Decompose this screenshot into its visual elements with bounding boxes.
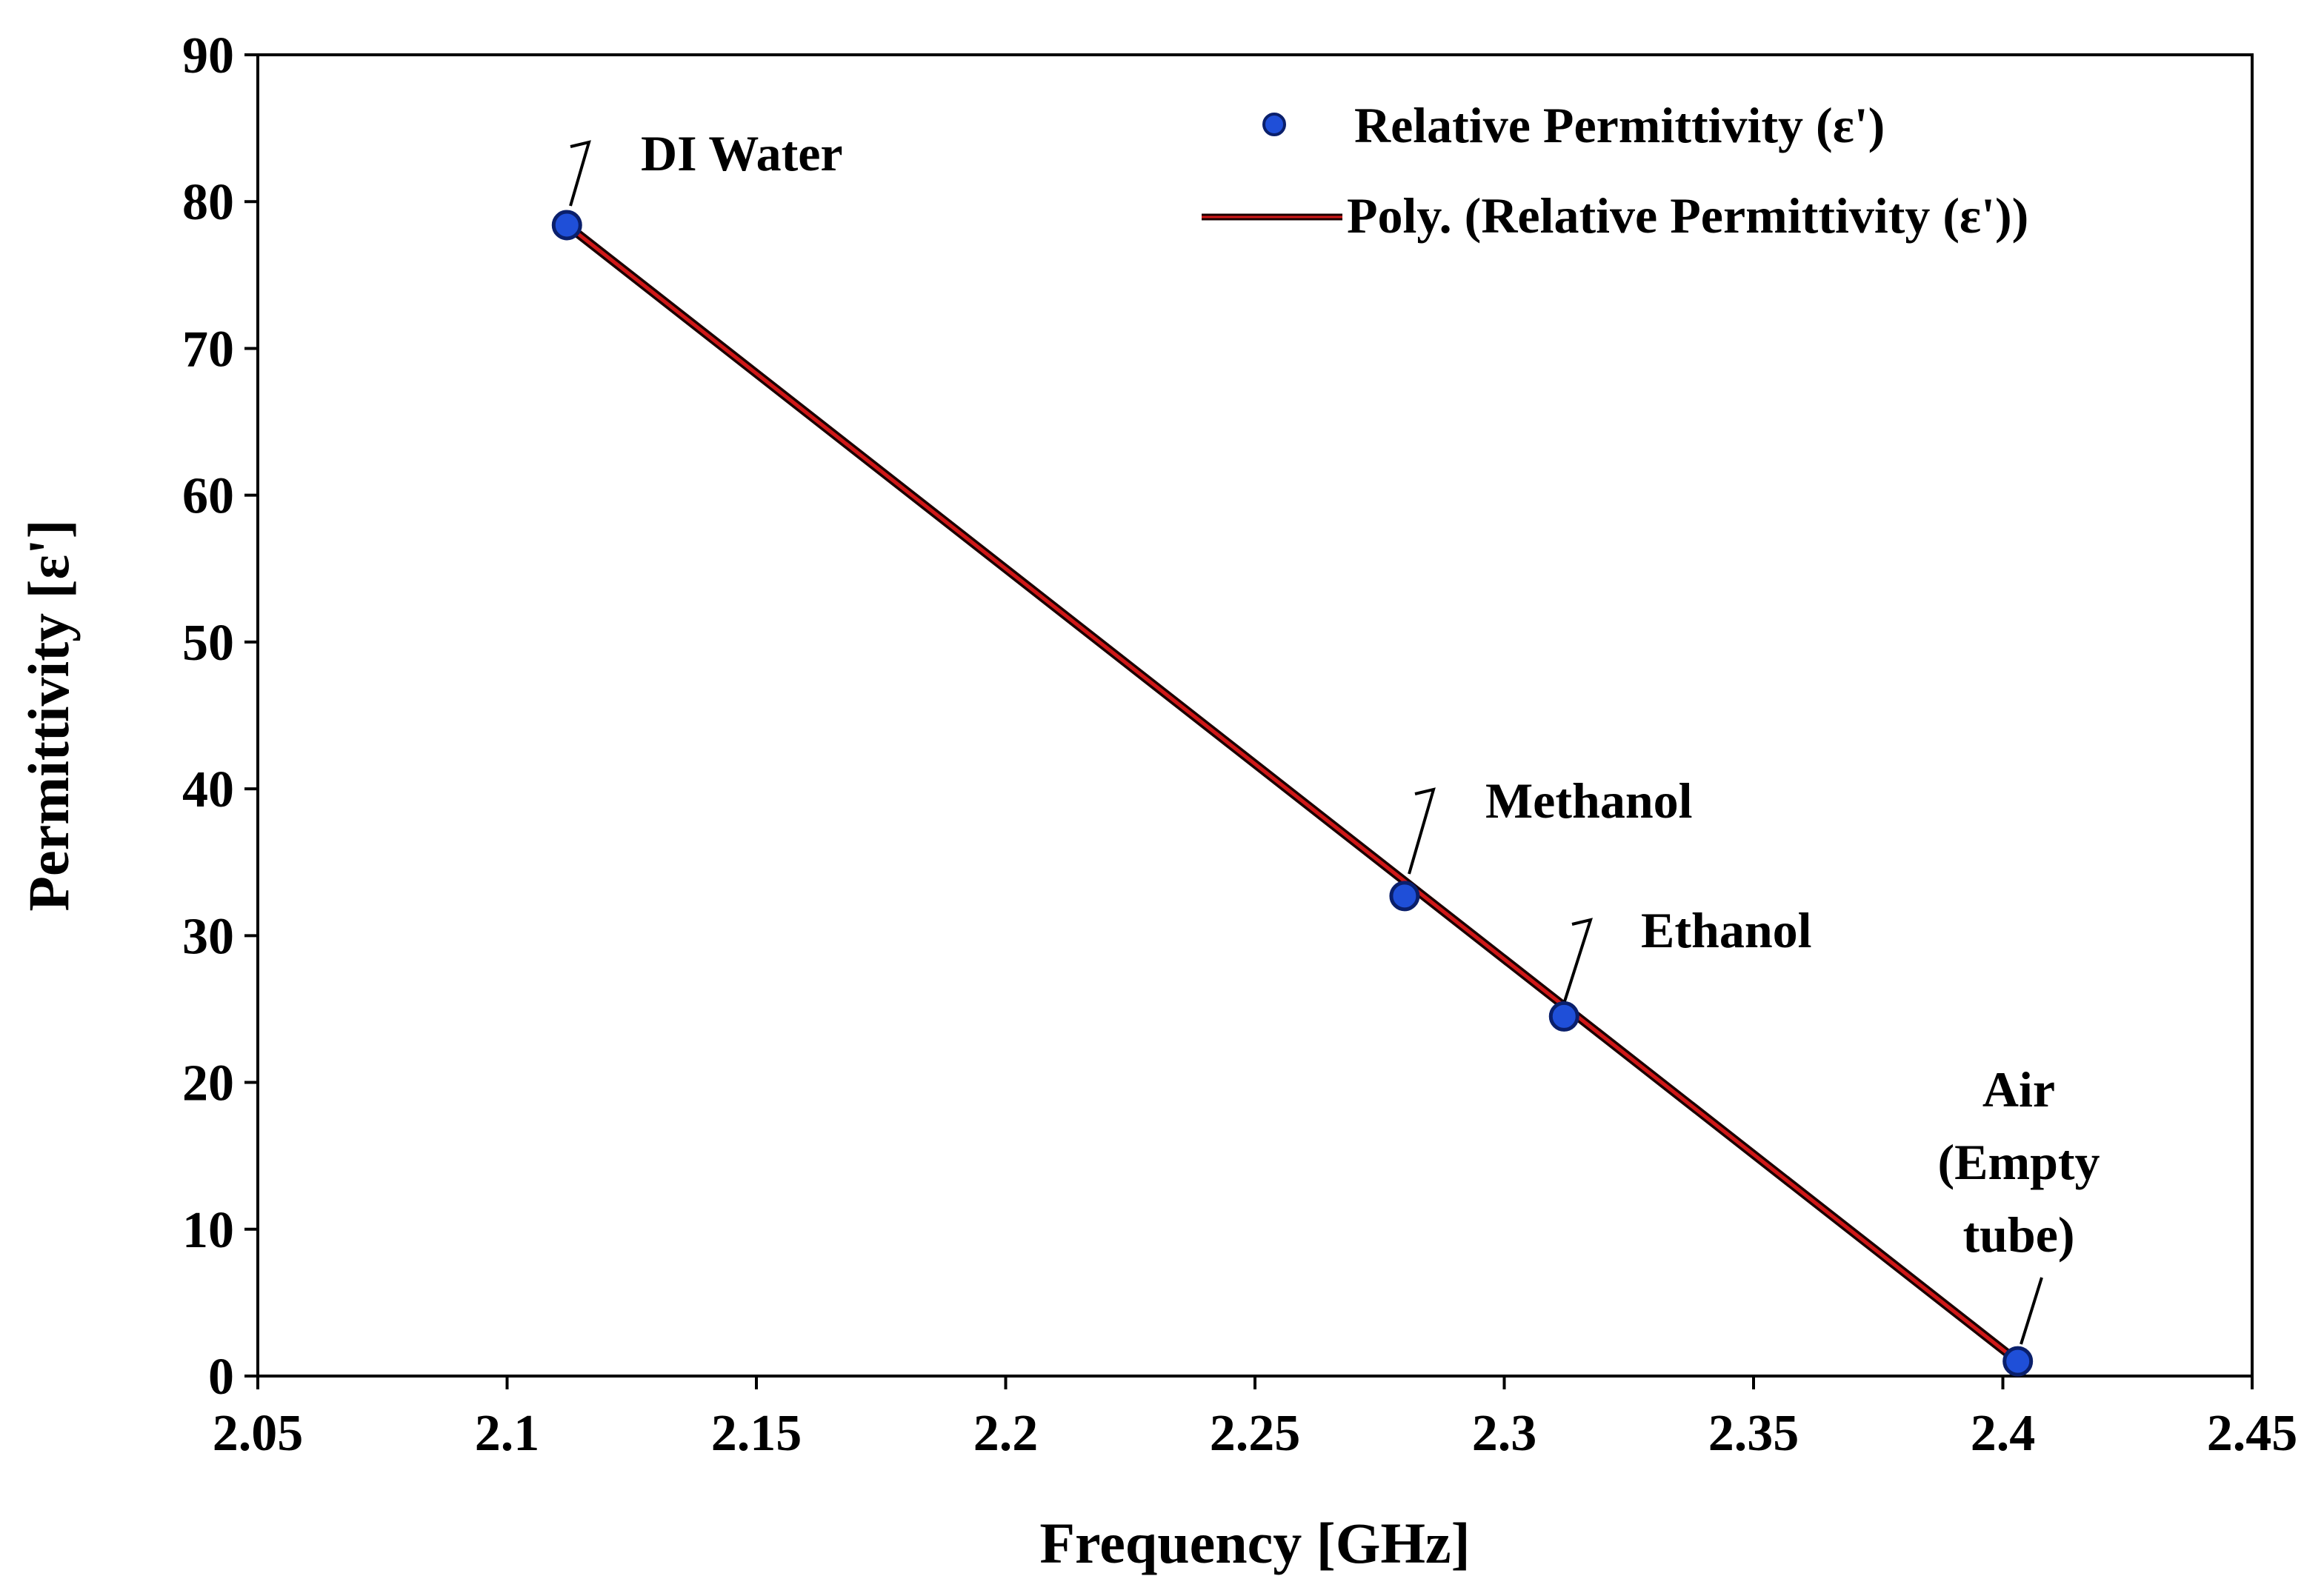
annotation-label: DI Water	[641, 125, 843, 181]
series-layer	[551, 210, 2034, 1377]
data-point	[2002, 1346, 2034, 1377]
y-tick-label: 60	[182, 468, 234, 525]
y-axis-title: Permittivity [ε']	[16, 519, 81, 911]
x-tick-label: 2.45	[2207, 1405, 2298, 1462]
annotation-leader	[1408, 787, 1436, 875]
plot-area	[256, 53, 2254, 1378]
annotation-label: Ethanol	[1641, 902, 1812, 958]
legend-label-trendline: Poly. (Relative Permittivity (ε'))	[1347, 187, 2028, 244]
ticks-layer: 2.05 2.1 2.15 2.2 2.25 2.3 2.35 2.4 2.45 0 10 20 30 4…	[182, 27, 2297, 1462]
legend: Relative Permittivity (ε') Poly. (Relati…	[1202, 97, 2028, 244]
trendline	[565, 223, 2020, 1363]
y-tick-label: 10	[182, 1202, 234, 1259]
annotation-leader	[2020, 1277, 2043, 1345]
y-tick-label: 90	[182, 27, 234, 84]
x-tick-label: 2.35	[1708, 1405, 1799, 1462]
y-tick-label: 80	[182, 174, 234, 231]
y-tick-label: 50	[182, 615, 234, 672]
y-tick-label: 70	[182, 321, 234, 378]
data-point	[1389, 881, 1420, 912]
x-tick-label: 2.3	[1472, 1405, 1537, 1462]
annotation-label: tube)	[1962, 1206, 2074, 1263]
y-tick-label: 40	[182, 761, 234, 818]
legend-marker-scatter	[1262, 113, 1286, 136]
annotation-label: Air	[1982, 1061, 2055, 1118]
x-axis-title: Frequency [GHz]	[1039, 1511, 1470, 1575]
annotation-leader	[1563, 918, 1593, 1002]
y-tick-label: 20	[182, 1055, 234, 1112]
data-point	[1548, 1001, 1579, 1032]
x-tick-label: 2.4	[1971, 1405, 2036, 1462]
annotation-label: Methanol	[1485, 772, 1693, 829]
legend-label-scatter: Relative Permittivity (ε')	[1354, 97, 1885, 153]
annotation-leader	[569, 140, 591, 207]
x-tick-label: 2.15	[711, 1405, 802, 1462]
y-tick-label: 0	[208, 1349, 234, 1406]
annotation-layer: DI Water Methanol Ethanol Air (Empty tube)	[569, 125, 2100, 1345]
x-tick-label: 2.25	[1210, 1405, 1301, 1462]
x-tick-label: 2.2	[973, 1405, 1039, 1462]
x-tick-label: 2.05	[213, 1405, 304, 1462]
x-tick-label: 2.1	[475, 1405, 540, 1462]
annotation-label: (Empty	[1937, 1134, 2100, 1190]
data-point	[551, 210, 582, 241]
y-tick-label: 30	[182, 908, 234, 965]
